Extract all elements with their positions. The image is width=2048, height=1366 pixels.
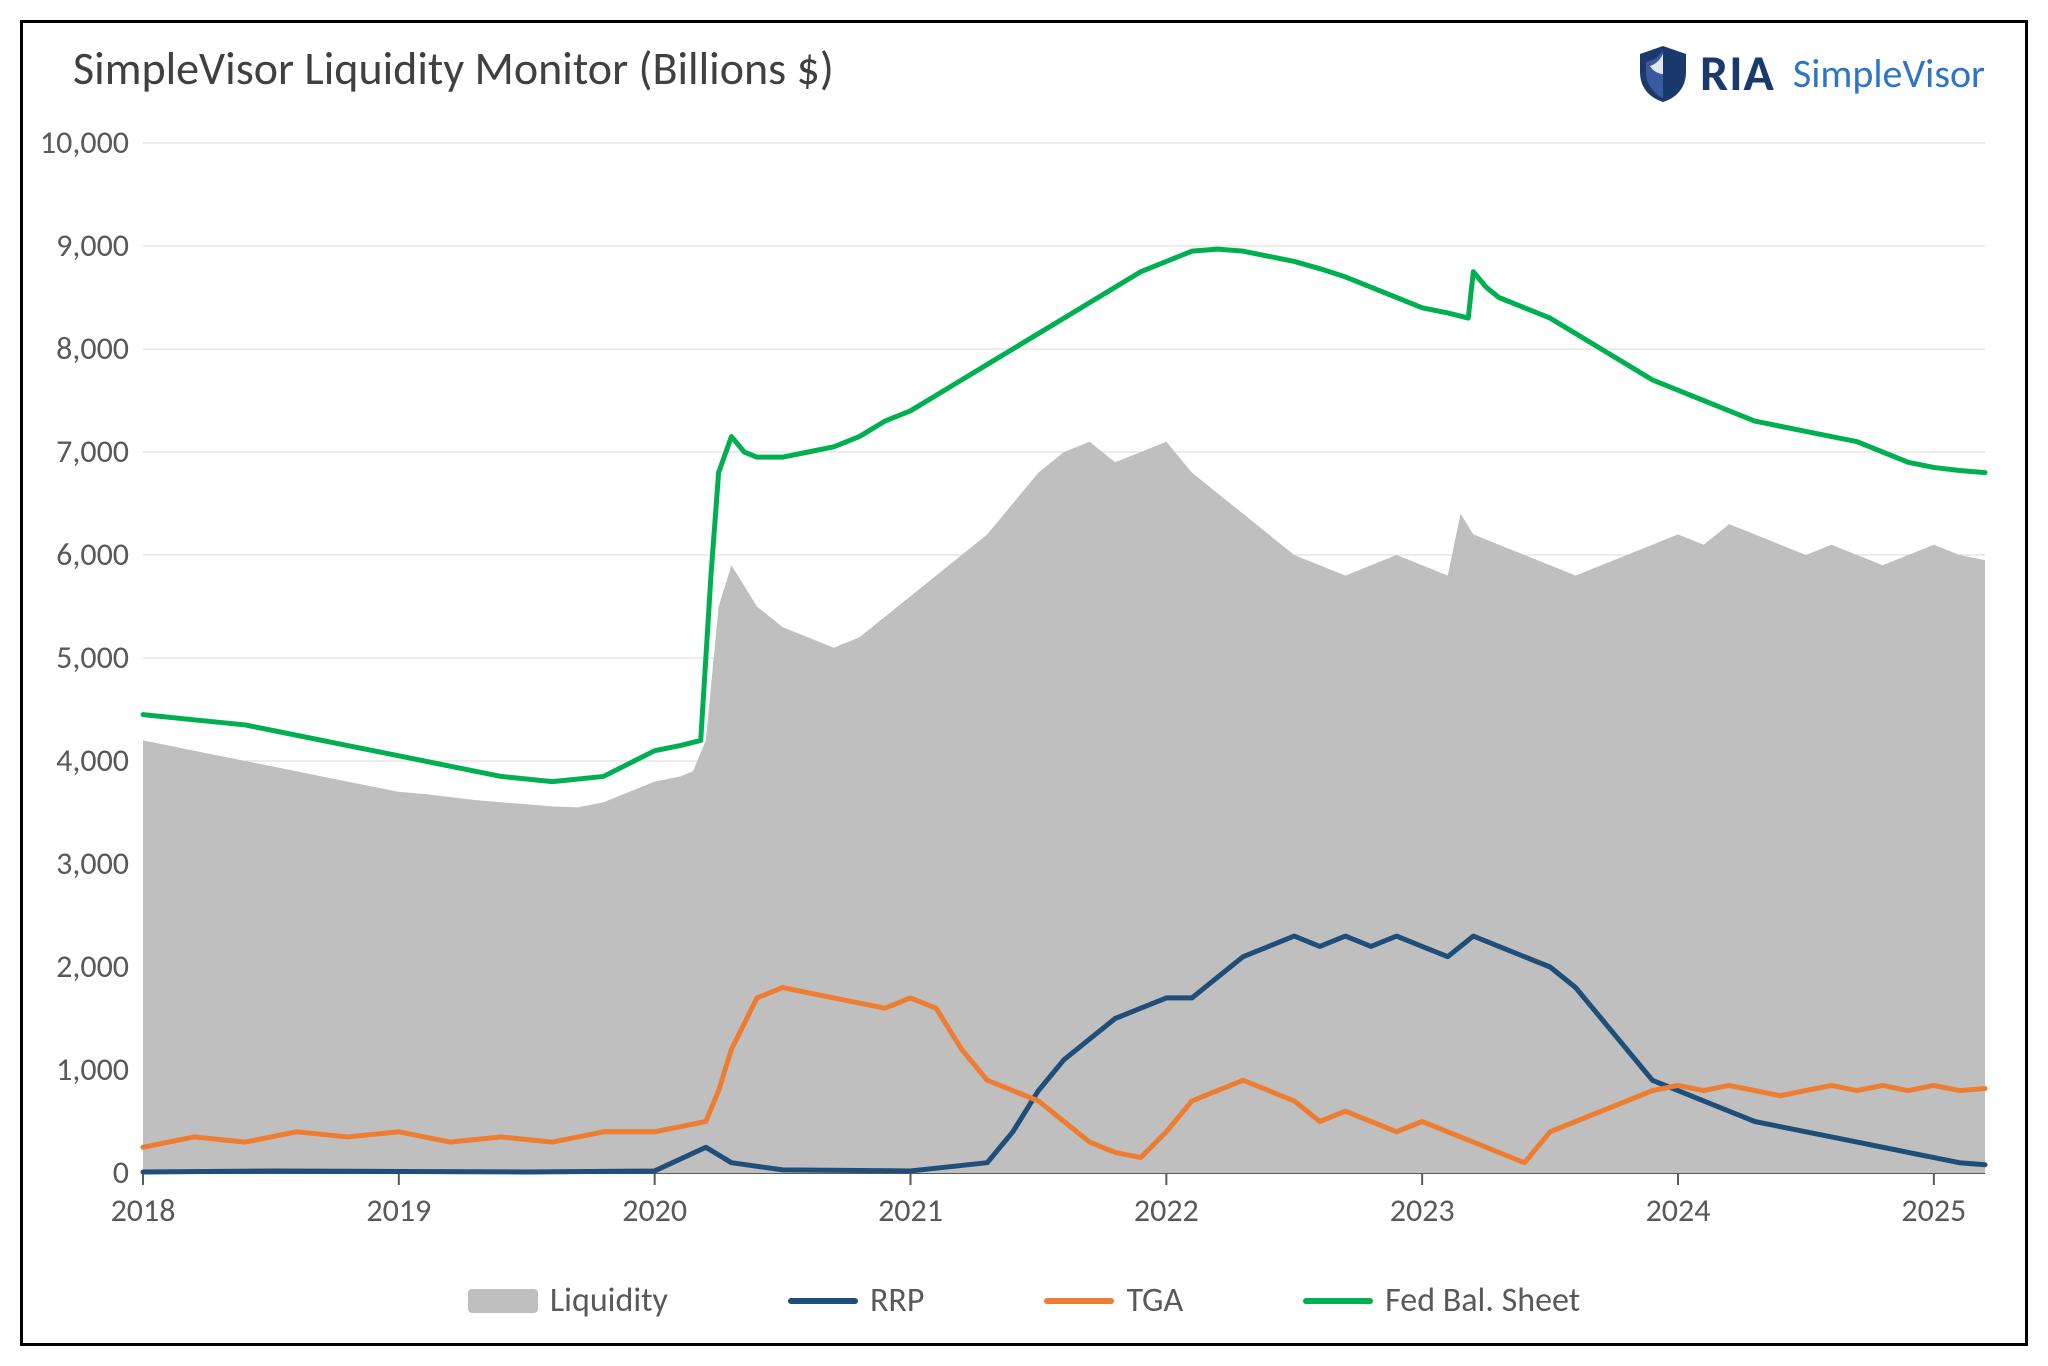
legend-item-fed: Fed Bal. Sheet [1303,1280,1580,1321]
chart-frame: SimpleVisor Liquidity Monitor (Billions … [20,20,2028,1346]
legend-label: Fed Bal. Sheet [1385,1280,1580,1321]
legend: Liquidity RRP TGA Fed Bal. Sheet [23,1280,2025,1321]
legend-swatch [1303,1298,1373,1304]
svg-text:10,000: 10,000 [40,123,129,162]
legend-label: Liquidity [550,1280,668,1321]
svg-text:5,000: 5,000 [56,638,129,677]
svg-text:2018: 2018 [111,1191,176,1230]
legend-item-liquidity: Liquidity [468,1280,668,1321]
svg-text:2022: 2022 [1134,1191,1199,1230]
svg-text:2021: 2021 [878,1191,943,1230]
brand-block: RIA SimpleVisor [1636,43,1985,104]
simplevisor-text: SimpleVisor [1793,49,1985,98]
svg-text:8,000: 8,000 [56,329,129,368]
svg-text:9,000: 9,000 [56,226,129,265]
svg-text:2,000: 2,000 [56,947,129,986]
legend-item-rrp: RRP [788,1280,925,1321]
svg-text:1,000: 1,000 [56,1050,129,1089]
svg-text:2025: 2025 [1901,1191,1966,1230]
svg-text:2024: 2024 [1646,1191,1711,1230]
ria-text: RIA [1700,43,1775,104]
ria-logo: RIA [1636,43,1775,104]
svg-text:2020: 2020 [622,1191,687,1230]
svg-text:0: 0 [113,1153,129,1192]
svg-text:4,000: 4,000 [56,741,129,780]
svg-text:6,000: 6,000 [56,535,129,574]
plot-area: 01,0002,0003,0004,0005,0006,0007,0008,00… [143,143,1985,1173]
svg-text:2019: 2019 [366,1191,431,1230]
legend-label: RRP [870,1280,925,1321]
svg-text:2023: 2023 [1390,1191,1455,1230]
legend-swatch [468,1289,538,1313]
chart-container: SimpleVisor Liquidity Monitor (Billions … [0,0,2048,1366]
legend-item-tga: TGA [1044,1280,1183,1321]
shield-icon [1636,44,1690,104]
legend-swatch [788,1298,858,1304]
legend-label: TGA [1126,1280,1183,1321]
legend-swatch [1044,1298,1114,1304]
chart-title: SimpleVisor Liquidity Monitor (Billions … [73,41,834,97]
svg-text:3,000: 3,000 [56,844,129,883]
plot-svg: 01,0002,0003,0004,0005,0006,0007,0008,00… [143,143,1985,1173]
svg-text:7,000: 7,000 [56,432,129,471]
